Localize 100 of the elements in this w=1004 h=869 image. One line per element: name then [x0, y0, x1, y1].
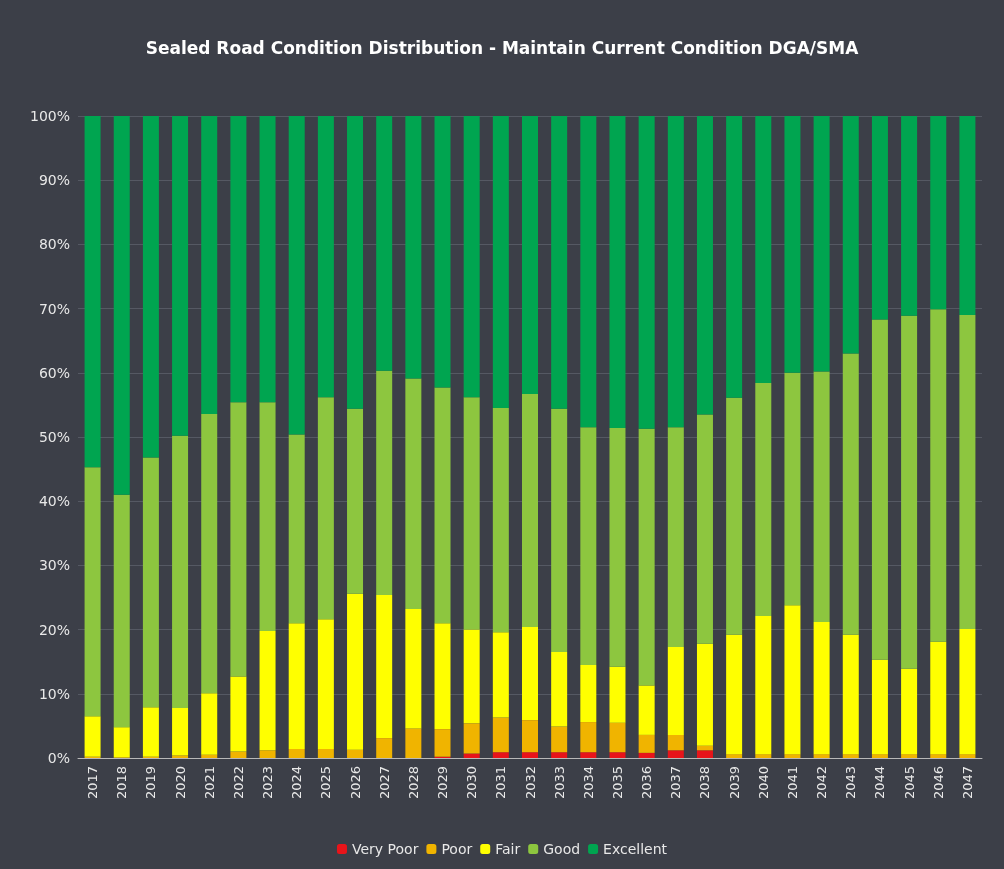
y-tick-label: 80% [38, 236, 70, 253]
bar [959, 754, 976, 758]
bar [434, 623, 451, 730]
bar [84, 467, 101, 717]
chart-title: Sealed Road Condition Distribution - Maintain Current Condition DGA/SMA [145, 38, 860, 58]
bar [522, 720, 538, 753]
bar [726, 397, 743, 635]
y-tick-label: 40% [38, 493, 70, 510]
bar [172, 707, 189, 756]
bar [842, 116, 859, 354]
x-tick-label: 2017 [85, 766, 101, 800]
x-tick-label: 2045 [901, 766, 917, 800]
bar [842, 634, 859, 755]
bar [405, 609, 422, 729]
bar [201, 754, 218, 758]
x-tick-label: 2034 [580, 766, 596, 800]
x-tick-label: 2029 [435, 766, 451, 800]
bar [230, 402, 247, 677]
bar [259, 630, 276, 751]
bar [930, 309, 947, 642]
x-tick-label: 2023 [260, 766, 276, 800]
bar [784, 116, 801, 373]
bar [288, 434, 305, 624]
bar [784, 372, 801, 606]
bar [551, 408, 568, 653]
bar [813, 621, 830, 755]
x-tick-label: 2024 [289, 766, 305, 800]
bar [142, 707, 159, 757]
bar [376, 738, 393, 758]
bar [551, 726, 568, 753]
x-tick-label: 2030 [464, 766, 480, 800]
legend-label: Very Poor [351, 841, 419, 857]
bar [871, 754, 888, 758]
x-tick-label: 2020 [172, 766, 188, 800]
bar [113, 727, 130, 758]
x-tick-label: 2028 [405, 766, 421, 800]
y-tick-label: 70% [38, 300, 70, 317]
bar [667, 734, 684, 751]
bar [84, 116, 101, 468]
bar [784, 605, 801, 755]
bar [551, 652, 568, 727]
bar [405, 116, 422, 379]
y-tick-label: 100% [29, 108, 70, 124]
bar [172, 435, 189, 708]
bar [959, 628, 976, 755]
bar [930, 754, 947, 758]
bar [930, 116, 947, 310]
bar [696, 750, 713, 758]
bar [201, 693, 218, 755]
bar [463, 723, 480, 754]
bar [959, 116, 976, 316]
bar [288, 749, 305, 758]
bar [609, 428, 626, 667]
bar [317, 116, 334, 398]
bar [609, 116, 626, 429]
bar [113, 494, 130, 728]
bar [842, 353, 859, 635]
bar [317, 619, 334, 750]
bar [726, 634, 743, 755]
bar [667, 646, 684, 735]
y-tick-label: 60% [38, 364, 70, 381]
bar [288, 623, 305, 750]
bar [492, 717, 509, 753]
bar [172, 116, 189, 436]
x-tick-label: 2022 [230, 766, 246, 800]
bar [201, 116, 218, 414]
bar [142, 457, 159, 708]
bar [288, 116, 305, 435]
bar [551, 116, 568, 409]
bar [871, 116, 888, 320]
bar [259, 402, 276, 631]
bar [755, 116, 772, 384]
x-tick-label: 2047 [959, 766, 975, 800]
bar [609, 666, 626, 723]
bar [871, 659, 888, 755]
bar [317, 749, 334, 758]
bar [463, 116, 480, 398]
bar [755, 754, 772, 758]
bar [696, 643, 713, 746]
y-tick-label: 90% [38, 172, 70, 189]
bar [580, 427, 597, 665]
bar [930, 641, 947, 755]
x-tick-label: 2037 [668, 766, 684, 800]
x-tick-label: 2042 [814, 766, 830, 800]
y-tick-label: 30% [38, 557, 70, 574]
bar [259, 750, 276, 758]
bar [522, 752, 538, 758]
legend-label: Excellent [603, 841, 668, 857]
x-tick-label: 2019 [143, 766, 159, 800]
bar [813, 371, 830, 622]
bar [376, 370, 393, 595]
bar [726, 116, 743, 398]
bar [492, 408, 509, 633]
bar [376, 594, 393, 739]
x-tick-label: 2018 [114, 766, 130, 800]
x-tick-label: 2032 [522, 766, 538, 800]
bar [492, 752, 509, 758]
y-tick-label: 10% [38, 685, 70, 702]
x-tick-label: 2031 [493, 766, 509, 800]
bar [667, 116, 684, 428]
